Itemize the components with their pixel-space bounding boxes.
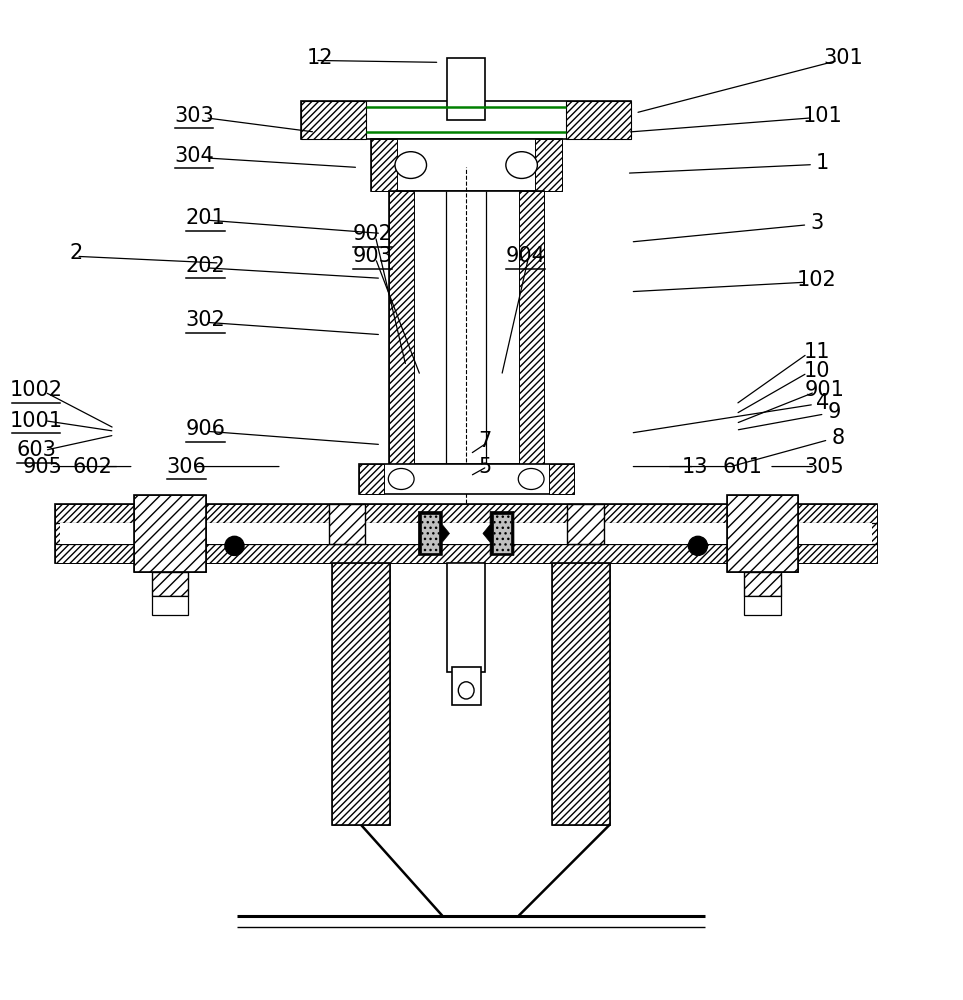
Text: 7: 7 — [479, 431, 492, 451]
Text: 101: 101 — [803, 106, 843, 126]
Polygon shape — [566, 101, 631, 139]
Text: 305: 305 — [805, 457, 845, 477]
Text: 1002: 1002 — [10, 380, 63, 400]
Bar — [134, 495, 206, 572]
Bar — [371, 139, 561, 191]
Bar — [567, 504, 604, 544]
Polygon shape — [389, 191, 414, 464]
Text: 906: 906 — [185, 419, 225, 439]
Text: 201: 201 — [186, 208, 225, 228]
Bar — [727, 495, 798, 572]
Text: 901: 901 — [805, 380, 845, 400]
Bar — [60, 523, 872, 544]
Bar — [452, 667, 481, 705]
Ellipse shape — [518, 468, 544, 489]
Text: 5: 5 — [479, 457, 492, 477]
Polygon shape — [301, 101, 366, 139]
Text: 302: 302 — [186, 310, 225, 330]
Bar — [744, 572, 781, 596]
Ellipse shape — [388, 468, 414, 489]
Text: 304: 304 — [174, 146, 214, 166]
Polygon shape — [549, 464, 574, 494]
Polygon shape — [535, 139, 561, 191]
Text: 11: 11 — [804, 342, 830, 362]
Bar — [152, 572, 188, 596]
Text: 2: 2 — [69, 243, 83, 263]
Text: 902: 902 — [352, 224, 393, 244]
Text: 9: 9 — [827, 402, 841, 422]
Text: 10: 10 — [804, 361, 830, 381]
Text: 12: 12 — [307, 48, 333, 68]
Bar — [332, 563, 390, 825]
Text: 306: 306 — [167, 457, 206, 477]
Bar — [447, 58, 485, 120]
Bar — [152, 596, 188, 615]
Text: 601: 601 — [722, 457, 763, 477]
Bar — [55, 504, 877, 563]
Text: 202: 202 — [186, 256, 225, 276]
Bar — [552, 563, 610, 825]
Circle shape — [225, 536, 244, 555]
Text: 301: 301 — [823, 48, 864, 68]
Bar — [301, 101, 631, 139]
Text: 603: 603 — [16, 440, 56, 460]
Ellipse shape — [506, 152, 537, 178]
Bar — [389, 191, 543, 464]
Ellipse shape — [458, 682, 474, 699]
Polygon shape — [519, 191, 543, 464]
Text: 1001: 1001 — [10, 411, 63, 431]
Text: 1: 1 — [816, 153, 829, 173]
Polygon shape — [358, 464, 383, 494]
Ellipse shape — [395, 152, 427, 178]
Text: 8: 8 — [831, 428, 845, 448]
Text: 102: 102 — [797, 270, 837, 290]
Bar — [493, 514, 511, 553]
Polygon shape — [482, 511, 514, 555]
Text: 3: 3 — [810, 213, 823, 233]
Bar — [447, 563, 485, 672]
Text: 13: 13 — [682, 457, 708, 477]
Bar — [358, 464, 574, 494]
Text: 904: 904 — [506, 246, 545, 266]
Circle shape — [689, 536, 708, 555]
Polygon shape — [371, 139, 398, 191]
Bar — [744, 596, 781, 615]
Polygon shape — [55, 504, 877, 563]
Polygon shape — [418, 511, 450, 555]
Text: 4: 4 — [816, 393, 829, 413]
Text: 602: 602 — [72, 457, 113, 477]
Text: 303: 303 — [174, 106, 214, 126]
Bar — [421, 514, 439, 553]
Bar — [328, 504, 365, 544]
Text: 905: 905 — [23, 457, 63, 477]
Text: 903: 903 — [352, 246, 393, 266]
